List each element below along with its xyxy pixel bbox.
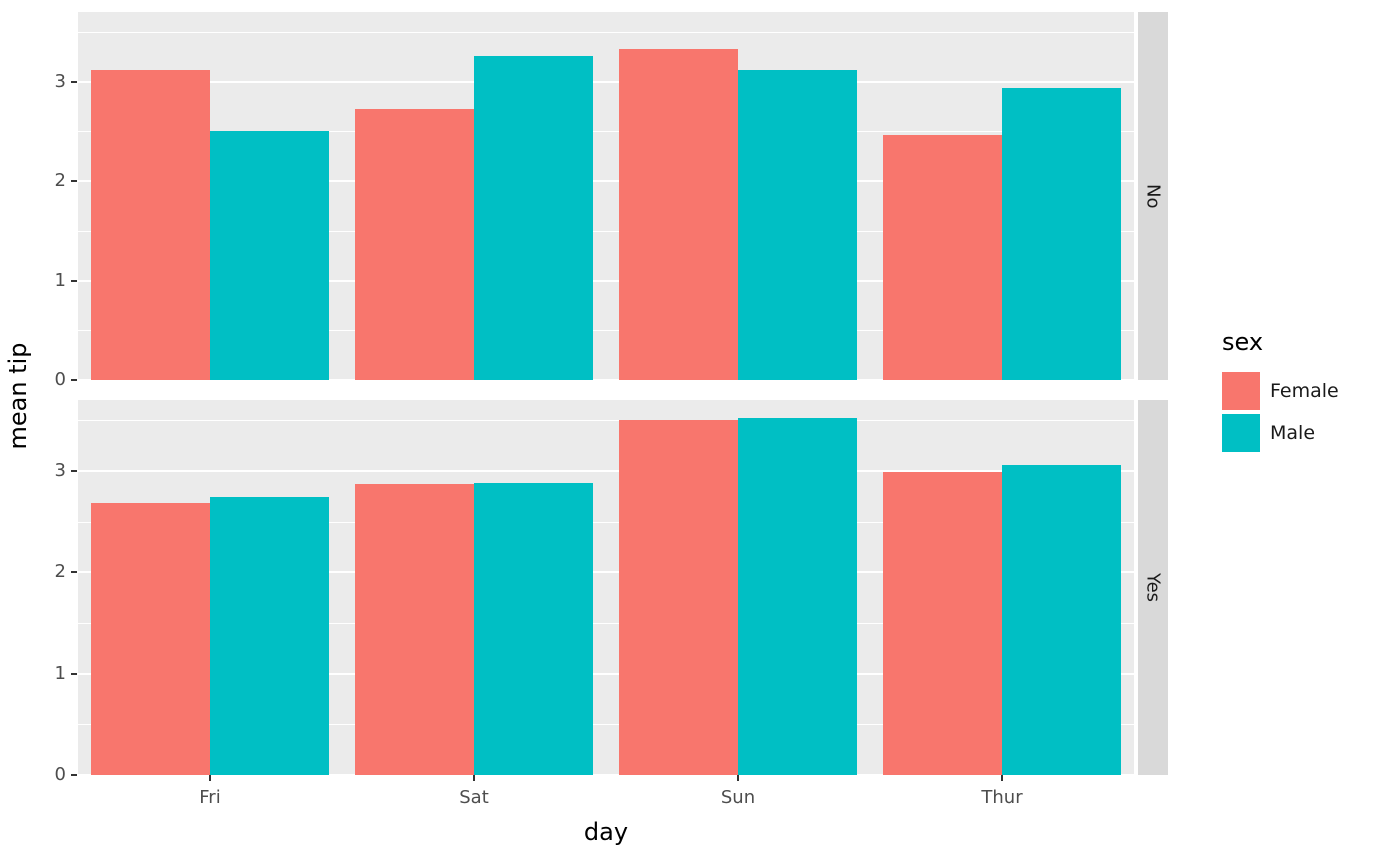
legend-label-male: Male [1270,422,1316,444]
x-tick-mark [209,775,211,781]
legend-swatch-male [1222,414,1260,452]
bar-yes-thur-female [883,472,1002,775]
gridline-major [78,180,1134,183]
gridline-minor [78,131,1134,133]
x-tick-label-thur: Thur [981,787,1023,808]
y-tick-label: 2 [54,170,66,192]
x-tick-label-fri: Fri [199,787,221,808]
gridline-major [78,672,1134,675]
legend-title: sex [1222,328,1264,356]
x-tick-mark [1001,775,1003,781]
facet-strip-label-yes: Yes [1142,572,1164,603]
gridline-minor [78,724,1134,726]
gridline-minor [78,330,1134,332]
gridline-minor [78,230,1134,232]
facet-strip-label-no: No [1142,183,1164,209]
bar-no-thur-female [883,135,1002,380]
gridline-minor [78,521,1134,523]
gridline-major [78,571,1134,574]
bar-no-fri-female [91,70,210,380]
y-tick-mark [71,80,77,83]
x-tick-mark [473,775,475,781]
y-tick-label: 1 [54,269,66,291]
bar-yes-sat-male [474,483,593,775]
y-tick-mark [71,180,77,183]
legend-label-female: Female [1270,380,1339,402]
y-tick-mark [71,279,77,282]
y-tick-label: 3 [54,70,66,92]
bar-yes-fri-male [210,497,329,775]
y-axis-title: mean tip [4,342,32,450]
bar-no-thur-male [1002,88,1121,380]
x-axis-title: day [583,818,629,846]
gridline-major [78,279,1134,282]
bar-yes-sun-male [738,418,857,775]
bar-yes-sun-female [619,420,738,775]
bar-yes-fri-female [91,503,210,775]
facet-panel-no [78,12,1134,380]
bar-no-sun-female [619,49,738,380]
y-tick-label: 0 [54,764,66,785]
facet-panel-yes [78,400,1134,775]
bar-no-sat-male [474,56,593,380]
gridline-major [78,379,1134,380]
x-tick-mark [737,775,739,781]
legend-swatch-female [1222,372,1260,410]
gridline-major [78,774,1134,775]
y-tick-label: 0 [54,369,66,390]
y-tick-label: 2 [54,561,66,583]
y-tick-mark [71,774,77,776]
y-tick-label: 3 [54,459,66,481]
facet-strip-yes: Yes [1138,400,1168,775]
bar-yes-thur-male [1002,465,1121,775]
bar-no-sat-female [355,109,474,380]
y-tick-mark [71,379,77,381]
gridline-minor [78,622,1134,624]
legend-key-female: Female [1222,372,1339,410]
legend: sex Female Male [1222,328,1339,456]
x-tick-label-sun: Sun [720,787,756,808]
gridline-major [78,80,1134,83]
y-tick-label: 1 [54,662,66,684]
legend-key-male: Male [1222,414,1339,452]
bar-no-fri-male [210,131,329,380]
y-tick-mark [71,571,77,574]
x-tick-label-sat: Sat [459,787,489,808]
y-tick-mark [71,469,77,472]
bar-yes-sat-female [355,484,474,775]
gridline-major [78,469,1134,472]
facet-strip-no: No [1138,12,1168,380]
gridline-minor [78,420,1134,422]
bar-no-sun-male [738,70,857,380]
y-tick-mark [71,672,77,675]
legend-keys: Female Male [1222,372,1339,452]
gridline-minor [78,31,1134,33]
